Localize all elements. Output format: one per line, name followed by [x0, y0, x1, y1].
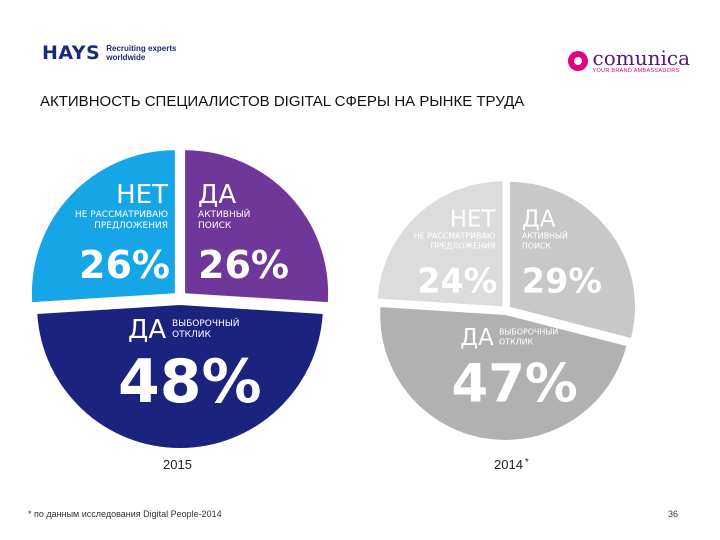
slice-value-label: 26% [79, 243, 170, 287]
hays-logo-tagline: Recruiting experts worldwide [106, 44, 176, 62]
slice-value-label: 26% [198, 243, 289, 287]
slice-sub-text: ОТКЛИК [499, 337, 534, 346]
slice-sub-text: НЕ РАССМАТРИВАЮ [414, 232, 496, 241]
chart-title-2015: 2015 [163, 457, 192, 472]
slice-value-label: 29% [522, 261, 602, 300]
hays-logo-word: HAYS [42, 42, 101, 64]
slice-sub-text: ПРЕДЛОЖЕНИЯ [431, 241, 496, 250]
pie-slice-2014-selective [380, 307, 627, 440]
slice-sub-text: ВЫБОРОЧНЫЙ [499, 326, 558, 337]
pie-slice-2014-no [377, 181, 503, 307]
chart-year-2014: 2014 [494, 457, 523, 472]
slice-value-label: 48% [118, 347, 262, 417]
slice-sub-text: ПОИСК [198, 221, 232, 231]
pie-slice-2014-active [509, 181, 635, 339]
pie-slice-2015-selective [37, 305, 323, 448]
hays-tagline-line-2: worldwide [106, 53, 146, 62]
hays-tagline-line-1: Recruiting experts [106, 44, 177, 53]
chart-title-2014: 2014 * [494, 457, 529, 472]
slice-head-text: НЕТ [116, 180, 168, 210]
slice-head-text: НЕТ [450, 206, 497, 232]
comunica-mark-icon [567, 51, 588, 71]
slice-head-text: ДА [198, 180, 236, 210]
slide-title: АКТИВНОСТЬ СПЕЦИАЛИСТОВ DIGITAL СФЕРЫ НА… [40, 93, 525, 110]
slice-sub-text: НЕ РАССМАТРИВАЮ [75, 210, 168, 220]
pie-slice-2015-active [185, 150, 329, 303]
slice-sub-text: АКТИВНЫЙ [198, 208, 250, 220]
slice-sub-text: АКТИВНЫЙ [522, 230, 568, 241]
slice-head-text: ДА [460, 325, 494, 351]
comunica-logo-word: comunica [592, 46, 691, 70]
page-number: 36 [668, 509, 679, 519]
chart-year-2014-footnote-mark: * [524, 457, 529, 468]
footnote: * по данным исследования Digital People-… [28, 509, 222, 519]
chart-year-2015: 2015 [163, 457, 192, 472]
slice-sub-text: ПРЕДЛОЖЕНИЯ [94, 221, 168, 231]
comunica-logo: comunica YOUR BRAND AMBASSADORS [567, 46, 691, 74]
slice-head-text: ДА [128, 315, 166, 345]
slice-sub-text: ОТКЛИК [172, 330, 211, 340]
slice-sub-text: ПОИСК [522, 241, 552, 250]
slice-value-label: 47% [451, 354, 577, 415]
slice-sub-text: ВЫБОРОЧНЫЙ [172, 317, 240, 329]
comunica-logo-subtitle: YOUR BRAND AMBASSADORS [592, 68, 680, 74]
slice-value-label: 24% [417, 261, 497, 300]
pie-slice-2015-no [31, 150, 175, 303]
hays-logo: HAYS Recruiting experts worldwide [42, 42, 176, 64]
slice-head-text: ДА [522, 206, 556, 232]
